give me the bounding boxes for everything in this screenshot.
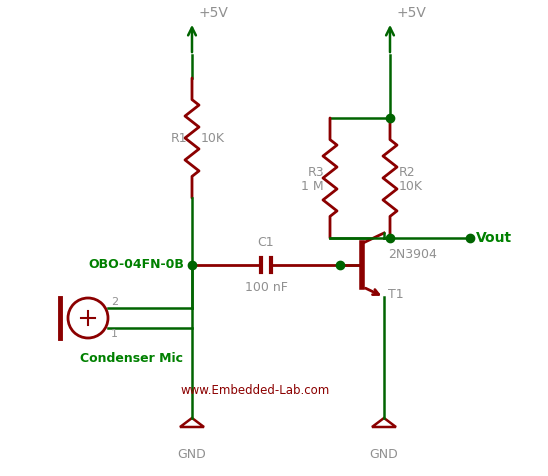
Text: 10K: 10K	[399, 179, 423, 192]
Text: Condenser Mic: Condenser Mic	[80, 352, 183, 365]
Text: GND: GND	[369, 448, 398, 461]
Text: OBO-04FN-0B: OBO-04FN-0B	[88, 258, 184, 271]
Text: 2N3904: 2N3904	[388, 248, 437, 261]
Text: C1: C1	[258, 236, 275, 249]
Text: 1: 1	[111, 329, 118, 339]
Text: www.Embedded-Lab.com: www.Embedded-Lab.com	[180, 384, 330, 397]
Text: Vout: Vout	[476, 231, 512, 245]
Text: +5V: +5V	[198, 6, 228, 20]
Text: 10K: 10K	[201, 131, 225, 145]
Text: 2: 2	[111, 297, 118, 307]
Text: +5V: +5V	[396, 6, 426, 20]
Text: 1 M: 1 M	[301, 179, 324, 192]
Text: R1: R1	[170, 131, 187, 145]
Text: 100 nF: 100 nF	[244, 281, 288, 294]
Text: GND: GND	[178, 448, 207, 461]
Text: R2: R2	[399, 166, 415, 178]
Text: R3: R3	[307, 166, 324, 178]
Text: T1: T1	[388, 288, 404, 301]
